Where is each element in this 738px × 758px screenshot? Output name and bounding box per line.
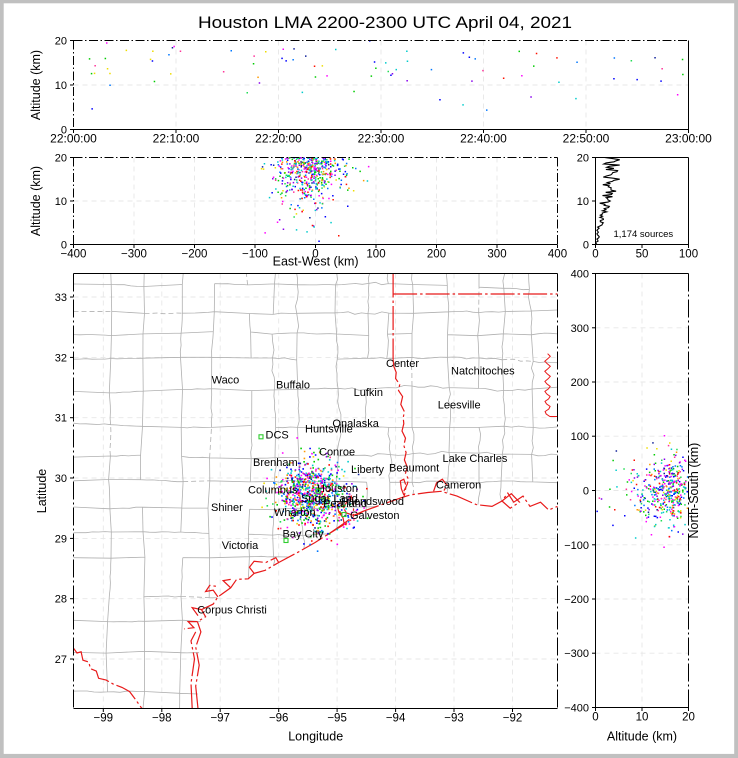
svg-text:28: 28	[55, 594, 67, 606]
svg-text:0: 0	[312, 249, 318, 261]
svg-text:0: 0	[61, 125, 67, 137]
svg-text:−95: −95	[327, 713, 347, 725]
svg-text:−93: −93	[444, 713, 464, 725]
svg-text:−200: −200	[564, 594, 589, 606]
svg-text:10: 10	[636, 712, 649, 724]
svg-text:22:50:00: 22:50:00	[563, 132, 610, 146]
svg-text:Leesville: Leesville	[438, 399, 481, 411]
svg-text:Lufkin: Lufkin	[354, 387, 383, 399]
svg-text:Brenham: Brenham	[253, 457, 298, 469]
svg-text:20: 20	[55, 153, 67, 165]
svg-text:400: 400	[548, 249, 567, 261]
svg-text:Waco: Waco	[212, 374, 240, 386]
svg-text:Altitude (km): Altitude (km)	[29, 166, 43, 236]
svg-text:−92: −92	[503, 713, 523, 725]
svg-text:33: 33	[55, 292, 67, 304]
svg-text:−100: −100	[564, 540, 589, 552]
svg-text:0: 0	[592, 249, 598, 261]
svg-text:10: 10	[55, 80, 67, 92]
svg-text:Bay City: Bay City	[283, 529, 324, 541]
svg-text:Friendswood: Friendswood	[341, 496, 404, 508]
svg-text:Victoria: Victoria	[222, 540, 259, 552]
svg-text:−96: −96	[269, 713, 289, 725]
svg-text:−300: −300	[564, 648, 589, 660]
svg-text:20: 20	[55, 36, 67, 48]
svg-text:0: 0	[583, 486, 589, 498]
svg-text:30: 30	[55, 473, 67, 485]
svg-text:Onalaska: Onalaska	[332, 418, 379, 430]
svg-text:−97: −97	[210, 713, 230, 725]
svg-text:Lake Charles: Lake Charles	[443, 453, 508, 465]
svg-text:0: 0	[61, 240, 67, 252]
svg-text:Cameron: Cameron	[436, 479, 481, 491]
svg-text:300: 300	[571, 323, 589, 335]
svg-text:Beaumont: Beaumont	[389, 462, 439, 474]
svg-text:1,174 sources: 1,174 sources	[614, 229, 674, 240]
svg-text:200: 200	[427, 249, 446, 261]
svg-text:22:40:00: 22:40:00	[460, 132, 507, 146]
svg-text:32: 32	[55, 352, 67, 364]
svg-text:Pearland: Pearland	[323, 498, 367, 510]
svg-text:Natchitoches: Natchitoches	[451, 366, 515, 378]
svg-text:29: 29	[55, 533, 67, 545]
svg-text:Buffalo: Buffalo	[276, 379, 310, 391]
svg-text:Altitude (km): Altitude (km)	[607, 730, 677, 744]
svg-text:22:10:00: 22:10:00	[153, 132, 200, 146]
svg-text:100: 100	[679, 249, 698, 261]
svg-text:Shiner: Shiner	[211, 502, 243, 514]
svg-text:−100: −100	[242, 249, 268, 261]
svg-text:31: 31	[55, 413, 67, 425]
svg-text:Latitude: Latitude	[35, 469, 49, 514]
svg-text:50: 50	[636, 249, 649, 261]
svg-text:Liberty: Liberty	[351, 464, 385, 476]
svg-text:22:00:00: 22:00:00	[50, 132, 97, 146]
svg-text:Huntsville: Huntsville	[305, 424, 353, 436]
svg-text:East-West (km): East-West (km)	[273, 255, 359, 269]
svg-text:DCS: DCS	[266, 429, 289, 441]
svg-text:−98: −98	[152, 713, 172, 725]
svg-text:Center: Center	[386, 358, 419, 370]
svg-text:−94: −94	[386, 713, 406, 725]
svg-text:20: 20	[577, 153, 589, 165]
svg-text:300: 300	[487, 249, 506, 261]
svg-text:Altitude (km): Altitude (km)	[29, 50, 43, 120]
svg-text:−400: −400	[564, 703, 589, 715]
svg-text:−99: −99	[94, 713, 114, 725]
svg-text:400: 400	[571, 269, 589, 281]
svg-text:Houston: Houston	[317, 483, 358, 495]
svg-text:27: 27	[55, 654, 67, 666]
svg-text:22:20:00: 22:20:00	[255, 132, 302, 146]
svg-text:−400: −400	[61, 249, 87, 261]
svg-text:Houston LMA 2200-2300 UTC Apri: Houston LMA 2200-2300 UTC April 04, 2021	[198, 13, 572, 32]
svg-text:−300: −300	[121, 249, 147, 261]
svg-text:10: 10	[577, 196, 589, 208]
svg-text:Columbus: Columbus	[248, 485, 298, 497]
svg-text:22:30:00: 22:30:00	[358, 132, 405, 146]
svg-text:−200: −200	[182, 249, 208, 261]
svg-text:Wharton: Wharton	[274, 507, 316, 519]
svg-text:Galveston: Galveston	[350, 510, 400, 522]
svg-text:23:00:00: 23:00:00	[665, 132, 712, 146]
svg-text:100: 100	[366, 249, 385, 261]
svg-text:Corpus Christi: Corpus Christi	[197, 604, 267, 616]
svg-text:10: 10	[55, 196, 67, 208]
svg-text:20: 20	[682, 712, 695, 724]
svg-text:North-South (km): North-South (km)	[687, 443, 701, 539]
svg-text:0: 0	[583, 240, 589, 252]
svg-text:Sugar Land: Sugar Land	[301, 493, 358, 505]
svg-text:100: 100	[571, 431, 589, 443]
svg-text:200: 200	[571, 377, 589, 389]
svg-text:Longitude: Longitude	[288, 730, 343, 744]
svg-text:0: 0	[592, 712, 598, 724]
svg-text:Conroe: Conroe	[319, 447, 355, 459]
